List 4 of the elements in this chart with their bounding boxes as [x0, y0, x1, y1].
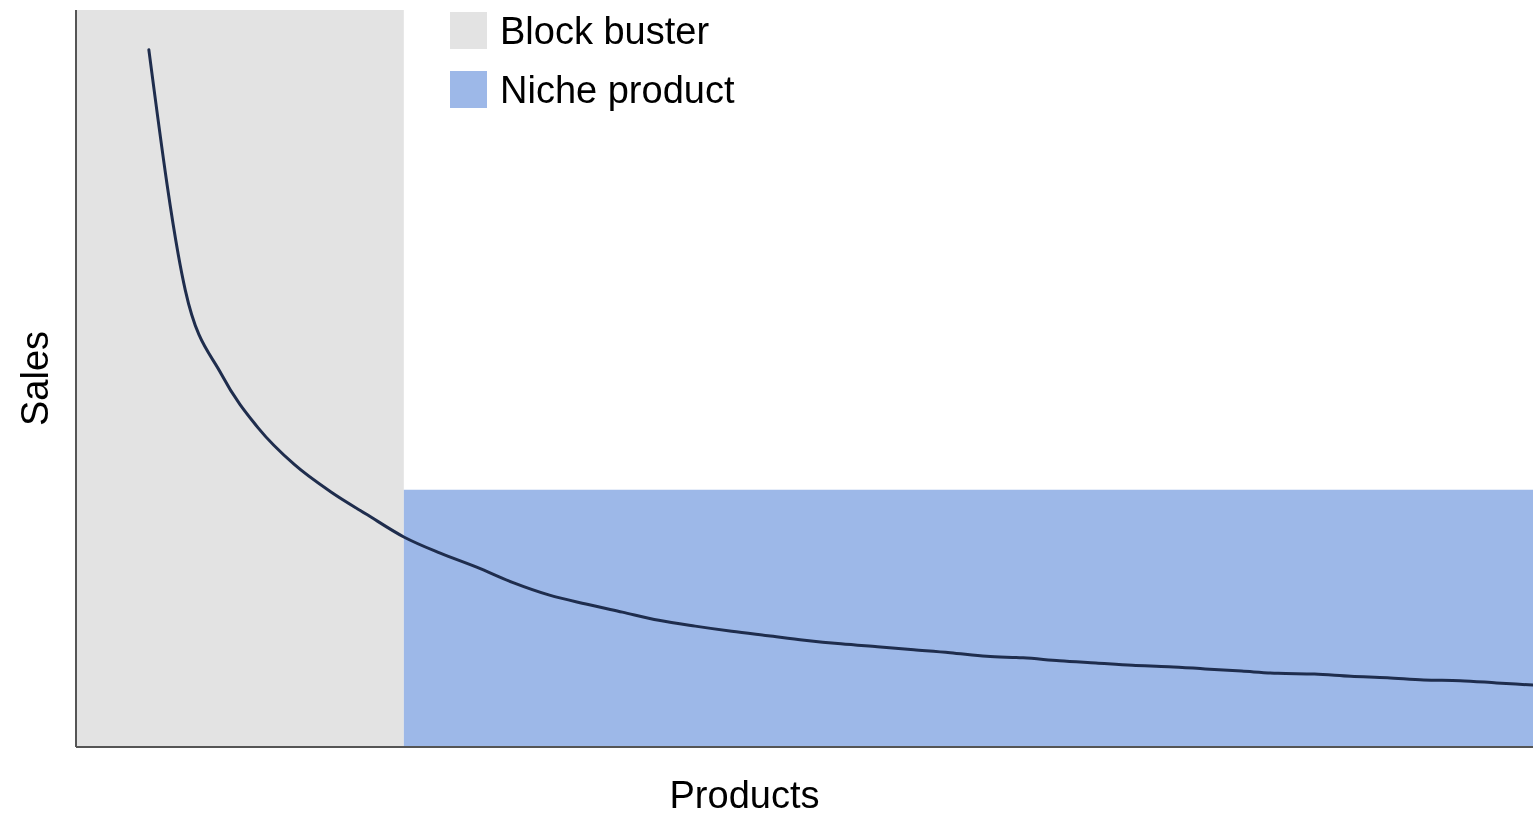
x-axis-title: Products	[669, 774, 820, 813]
legend-label: Block buster	[500, 10, 710, 52]
legend-label: Niche product	[500, 69, 735, 111]
y-axis-title: Sales	[14, 330, 56, 427]
